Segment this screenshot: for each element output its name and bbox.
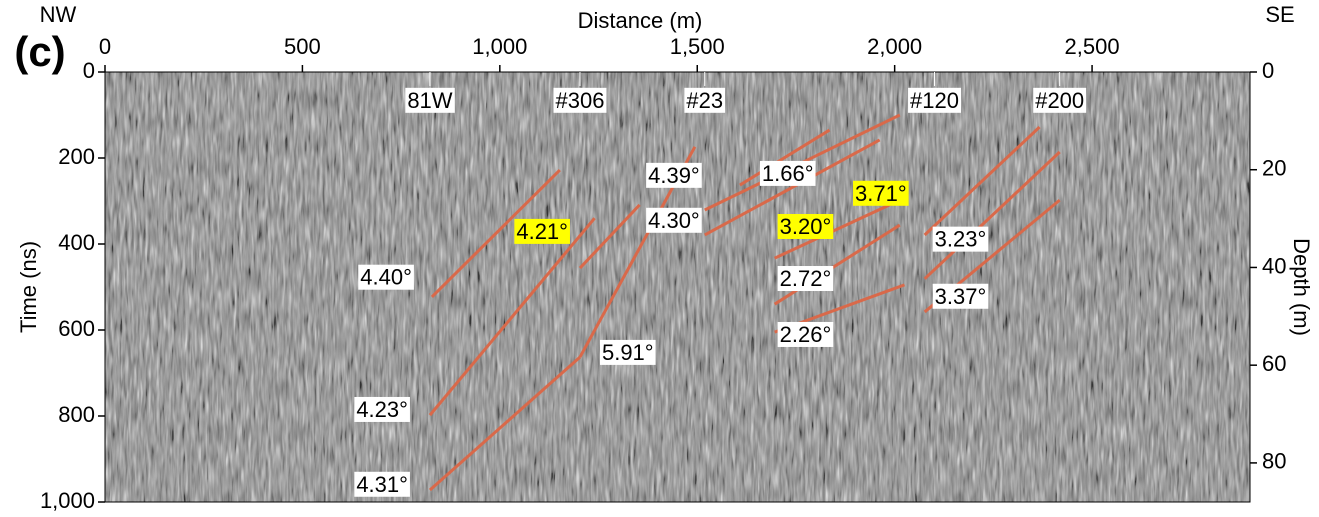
y2-tick-label: 80 [1262,449,1286,474]
x-tick-label: 500 [284,34,321,59]
dip-label-box [354,396,410,422]
dip-label-box [354,471,410,497]
dip-label-group: 3.37° [932,283,989,309]
borehole-label: 81W [407,88,452,113]
borehole-label-box [405,87,455,113]
x-tick-label: 1,500 [670,34,725,59]
dip-label-group: 4.40° [358,264,414,290]
dip-label-box [358,264,414,290]
dip-label-box [932,226,989,252]
dip-line [773,198,901,260]
borehole-label-group: #306 [553,87,607,113]
dip-label-box [599,339,656,365]
borehole-label-box [684,87,726,113]
x-tick-label: 0 [99,34,111,59]
dip-label: 3.20° [780,214,832,239]
dip-label: 5.91° [602,340,654,365]
borehole-label-box [1033,87,1087,113]
y-tick-label: 600 [58,316,95,341]
dip-label-group: 2.26° [777,321,834,347]
dip-label-group: 3.20° [777,214,834,240]
panel-label: (c) [14,28,65,75]
dip-line [428,355,581,492]
dip-label: 1.66° [762,161,814,186]
y-tick-label: 0 [83,58,95,83]
dip-label: 3.23° [935,227,987,252]
dip-label-group: 4.23° [354,396,410,422]
se-label: SE [1265,2,1294,27]
borehole-label-group: #23 [684,87,726,113]
dip-label-box [646,162,702,188]
dip-label: 4.21° [516,219,568,244]
dip-label-box [777,321,834,347]
dip-label-group: 3.71° [853,180,909,206]
dip-label-box [759,160,816,186]
dip-label-box [932,283,989,309]
dip-label-group: 4.39° [646,162,702,188]
y2-tick-label: 20 [1262,156,1286,181]
x-axis-title: Distance (m) [578,8,703,33]
dip-line [739,128,831,187]
x-tick-label: 2,500 [1065,34,1120,59]
dip-line [430,168,561,298]
dip-line [428,217,596,417]
plot-frame [104,71,1251,503]
dip-label: 4.40° [360,265,412,290]
y2-tick-label: 40 [1262,253,1286,278]
dip-label-group: 2.72° [777,266,834,292]
y-tick-label: 800 [58,402,95,427]
dip-label-group: 4.21° [514,218,570,244]
dip-label: 2.72° [780,266,832,291]
dip-label-box [646,207,702,233]
dip-label: 4.23° [356,397,408,422]
dip-label-group: 5.91° [599,339,656,365]
dip-label-box [853,180,909,206]
borehole-label: #120 [910,88,959,113]
dip-line [923,125,1041,237]
dip-label-group: 3.23° [932,226,989,252]
dip-label-group: 4.30° [646,207,702,233]
dip-label-box [514,218,570,244]
borehole-label-group: #120 [908,87,962,113]
y2-tick-label: 0 [1262,58,1274,83]
dip-label-box [777,266,834,292]
dip-line [704,138,881,237]
y-tick-label: 1,000 [40,488,95,513]
y-tick-label: 400 [58,230,95,255]
radargram [105,72,1250,502]
dip-label-box [777,214,834,240]
nw-label: NW [40,2,77,27]
dip-label-group: 4.31° [354,471,410,497]
borehole-label-box [908,87,962,113]
x-tick-label: 2,000 [867,34,922,59]
dip-label: 3.71° [855,181,907,206]
dip-line [773,223,901,306]
borehole-label: #306 [556,88,605,113]
dip-line [578,203,641,270]
borehole-label-group: 81W [405,87,455,113]
y2-tick-label: 60 [1262,351,1286,376]
dip-line [923,150,1061,280]
borehole-label: #200 [1035,88,1084,113]
dip-label: 2.26° [780,322,832,347]
dip-label: 4.39° [648,163,700,188]
dip-label-group: 1.66° [759,160,816,186]
dip-label: 4.30° [648,208,700,233]
y2-axis-title: Depth (m) [1289,238,1314,336]
x-tick-label: 1,000 [472,34,527,59]
dip-label: 3.37° [935,284,987,309]
y-tick-label: 200 [58,144,95,169]
borehole-label: #23 [686,88,723,113]
borehole-label-group: #200 [1033,87,1087,113]
dip-label: 4.31° [356,472,408,497]
borehole-label-box [553,87,607,113]
y-axis-title: Time (ns) [16,241,41,333]
